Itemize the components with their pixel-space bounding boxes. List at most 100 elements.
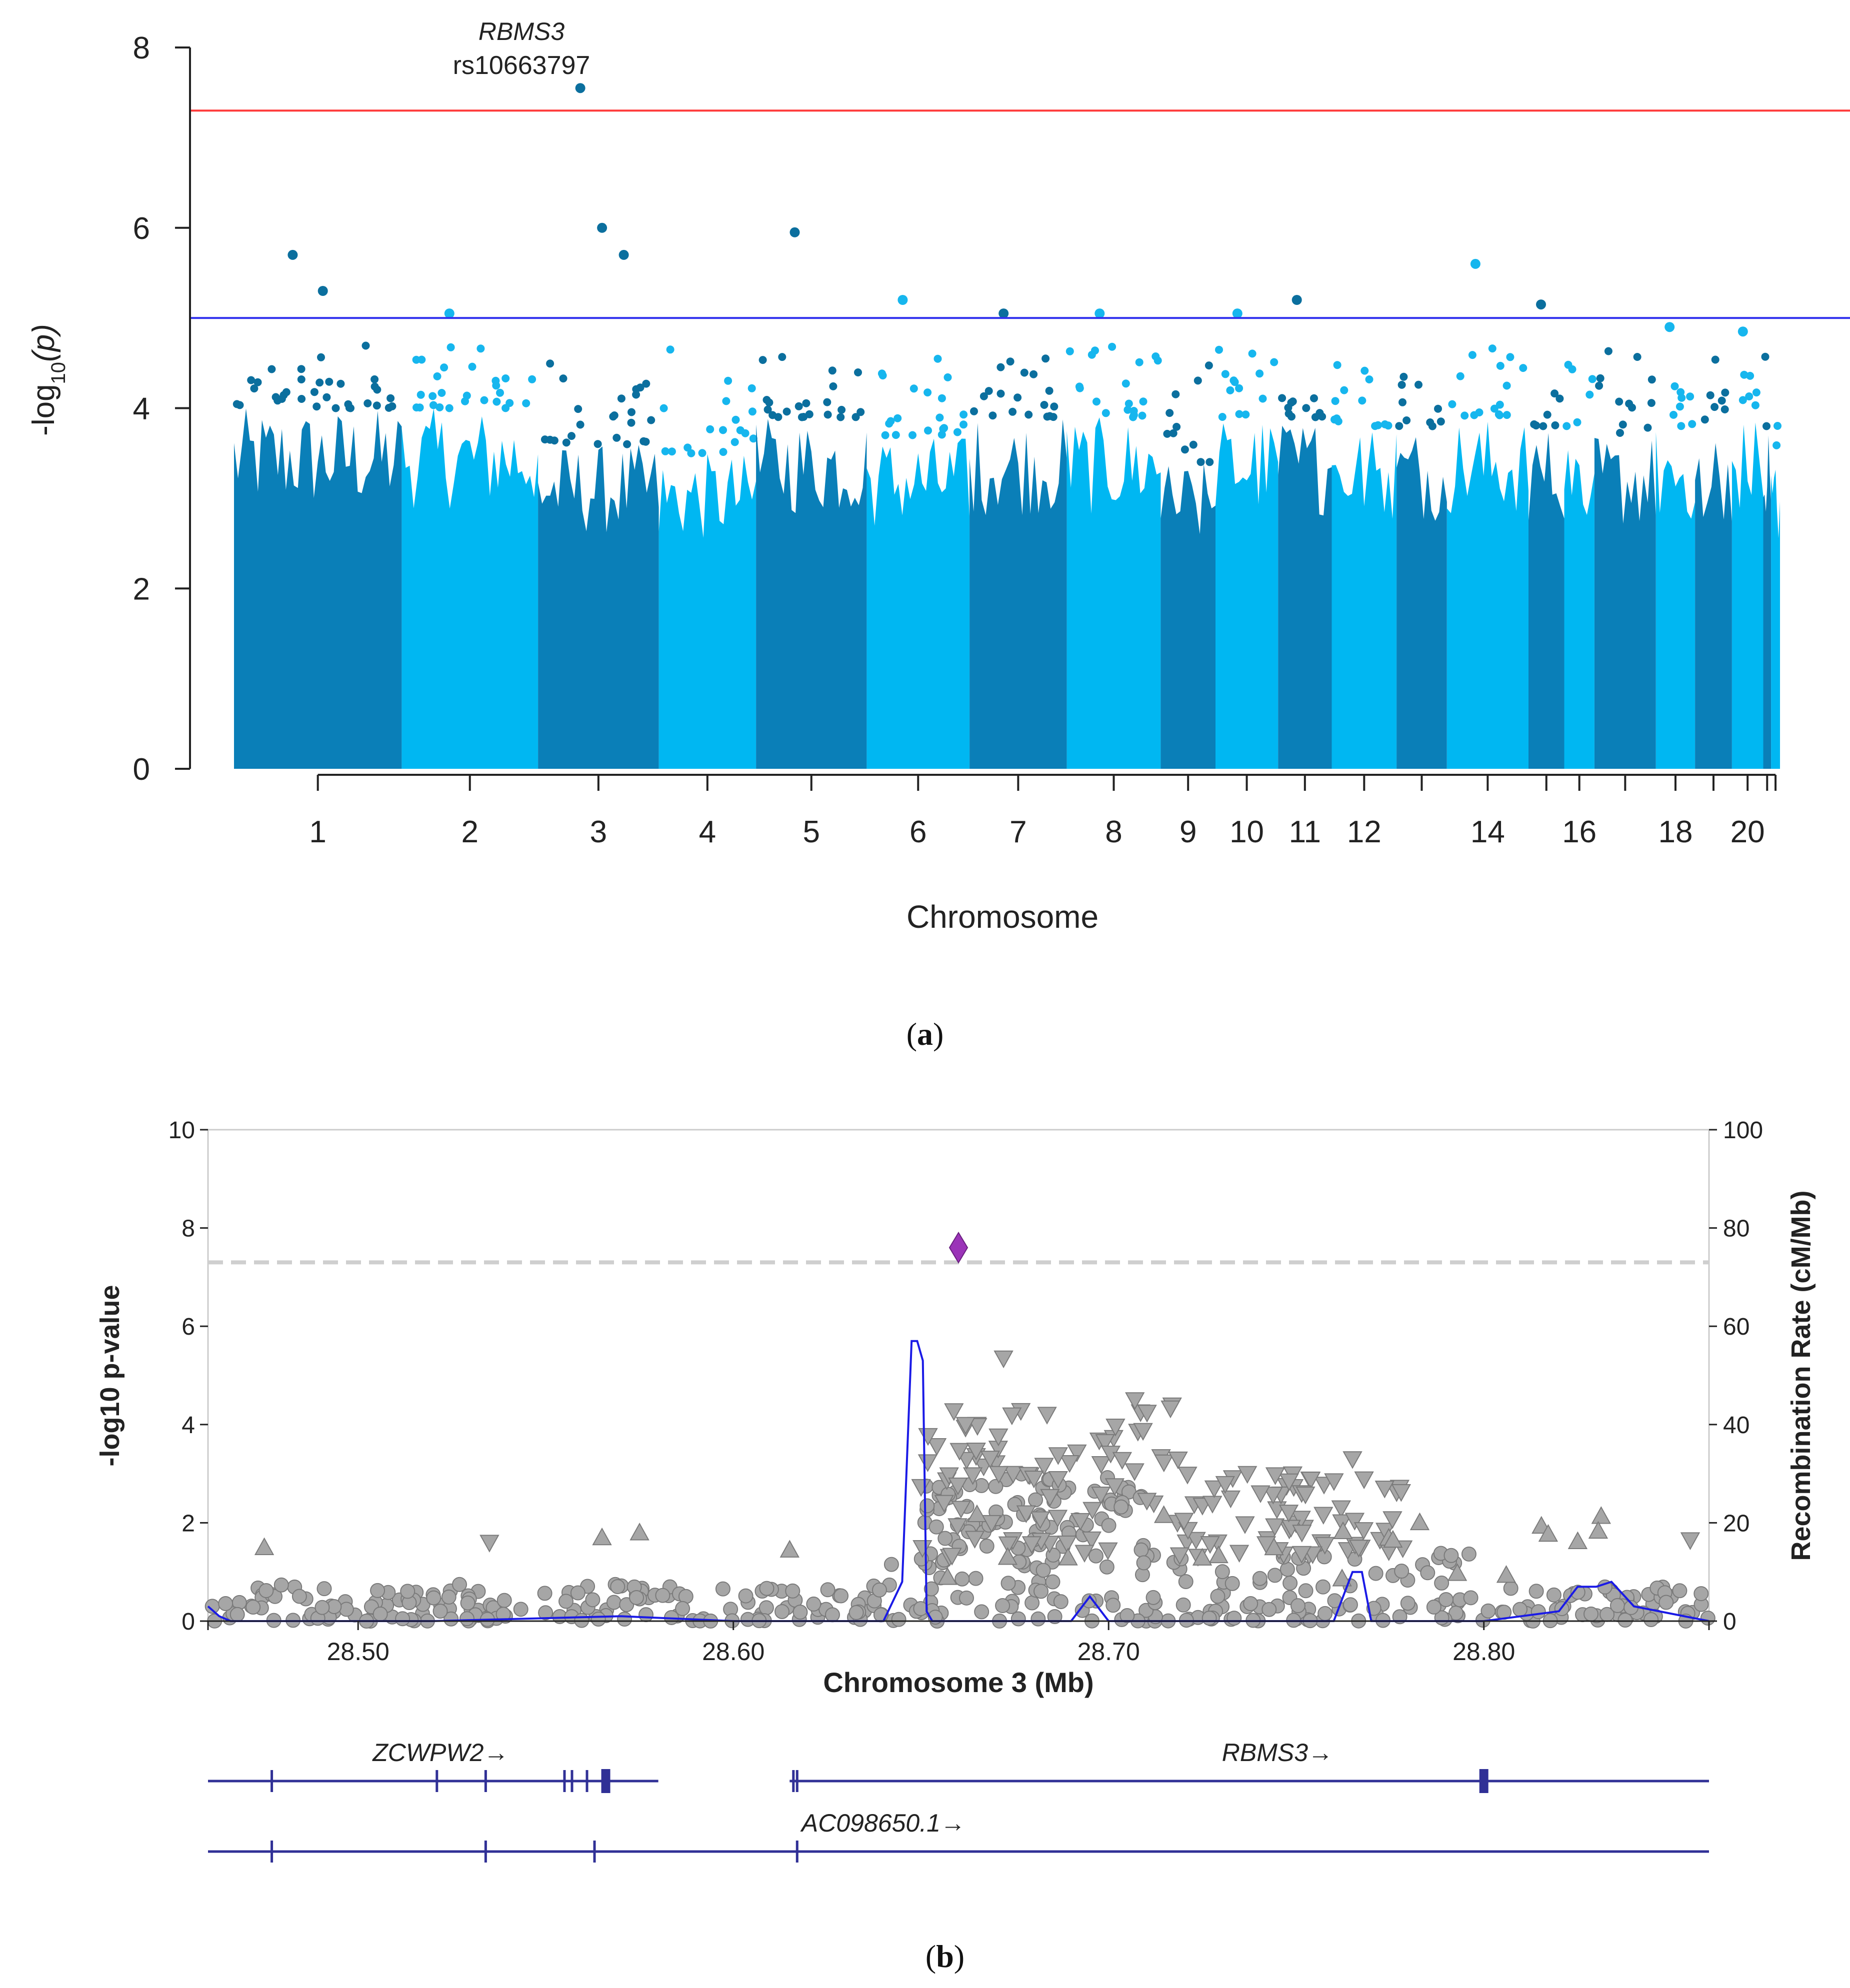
x-tick-label: 2 [461,815,478,849]
circle-point [774,1604,790,1619]
snp-point [1456,372,1464,380]
circle-point [1010,1611,1026,1627]
circle-point [230,1607,245,1622]
snp-point [1172,422,1181,431]
snp-point [576,420,584,429]
y-tick-label: 6 [133,211,150,246]
y-tick-label: 10 [168,1117,195,1144]
circle-point [1426,1599,1442,1615]
exon-block [601,1769,610,1793]
top-hit-point [1536,299,1546,310]
triangle-down-point [1002,1407,1022,1426]
circle-point [792,1605,808,1620]
snp-point [272,393,280,401]
x-tick-label: 28.50 [327,1638,390,1666]
snp-point [1720,405,1729,413]
snp-point [540,435,549,444]
circle-point [759,1581,774,1596]
circle-point [928,1519,944,1535]
snp-point [384,403,393,412]
snp-point [758,356,767,364]
snp-point [1288,397,1297,406]
triangle-up-point [592,1527,612,1546]
snp-point [1066,347,1074,355]
snp-point [254,378,262,386]
triangle-down-point [951,1501,971,1519]
snp-point [1102,409,1110,417]
chromosome-band-5 [756,419,867,769]
top-hit-point [1664,322,1675,332]
circle-point [1099,1559,1114,1575]
triangle-down-point [1220,1490,1241,1509]
triangle-down-point [1048,1447,1068,1465]
snp-point [1024,410,1033,419]
triangle-down-point [982,1515,1002,1533]
y-tick-label: 8 [133,31,150,65]
circle-point [1318,1606,1333,1621]
snp-point [373,385,382,394]
snp-point [610,411,618,419]
snp-point [370,375,379,383]
snp-point [852,413,860,421]
snp-point [312,402,321,411]
top-hit-point [1232,308,1242,319]
circle-point [1030,1611,1046,1627]
y-right-tick-label: 20 [1723,1510,1750,1537]
snp-point [1043,412,1052,421]
circle-point [891,1612,906,1627]
y-right-tick-label: 0 [1723,1609,1736,1635]
snp-point [1006,357,1014,366]
triangle-down-point [1374,1481,1394,1499]
snp-point [1616,429,1624,437]
triangle-down-point [1030,1511,1050,1529]
chromosome-point-bands [232,341,1782,769]
panel-b-caption-letter: b [936,1939,954,1974]
circle-point [785,1583,800,1599]
snp-point [502,374,510,382]
snp-point [1774,422,1782,430]
circle-point [558,1594,574,1609]
circle-point [924,1581,939,1597]
snp-point [364,399,372,407]
chromosome-band-6 [866,438,970,769]
snp-point [1550,389,1559,398]
snp-point [1258,394,1267,403]
x-tick-label: 8 [1105,815,1122,849]
circle-point [1226,1611,1242,1626]
snp-point [1543,410,1552,419]
triangle-down-point [942,1548,962,1566]
snp-point [1166,409,1174,417]
snp-point [594,440,602,448]
snp-point [1772,441,1781,449]
circle-point [1000,1576,1016,1591]
y-axis-label-main: -log [26,384,61,435]
snp-point [892,431,900,439]
circle-point [974,1604,990,1620]
snp-point [632,385,640,393]
snp-point [1615,397,1624,406]
snp-point [1124,405,1132,414]
snp-point [416,390,425,399]
snp-point [894,414,902,422]
snp-point [1189,440,1198,449]
snp-point [668,447,676,456]
circle-point [968,1571,984,1586]
snp-point [446,343,455,351]
y-tick-label: 2 [133,572,150,606]
snp-point [980,392,988,400]
snp-point [1395,422,1404,430]
x-tick-label: 9 [1180,815,1196,849]
top-hit-point [444,308,454,319]
circle-point [459,1611,474,1627]
snp-point [910,384,918,393]
snp-point [1494,410,1503,418]
circle-point [400,1584,416,1599]
snp-point [1163,429,1172,438]
snp-point [492,381,500,390]
snp-point [698,449,706,457]
triangle-down-point [1315,1537,1335,1555]
snp-point [1196,458,1205,466]
snp-point [706,425,714,433]
top-hit-points [288,83,1748,337]
snp-point [1539,422,1548,430]
